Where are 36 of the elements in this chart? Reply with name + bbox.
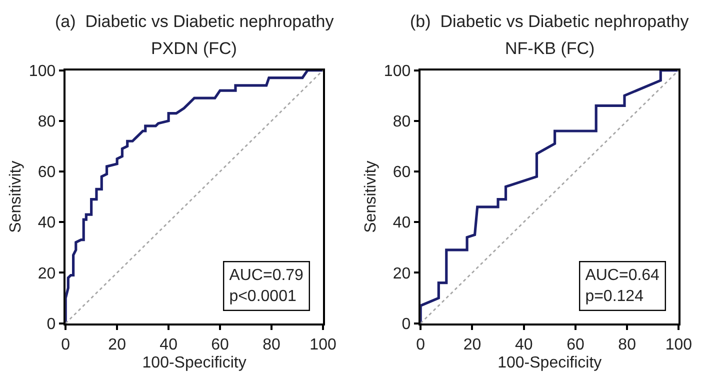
y-tick-label: 20 (392, 265, 411, 282)
y-tick-label: 0 (402, 316, 411, 333)
chart-title: (b) Diabetic vs Diabetic nephropathy (410, 12, 690, 31)
chart-title: (a) Diabetic vs Diabetic nephropathy (55, 12, 334, 31)
annotation: p<0.0001 (229, 288, 296, 305)
x-tick-label: 80 (262, 336, 281, 354)
y-tick-label: 40 (392, 214, 411, 232)
x-tick-label: 100 (310, 336, 336, 354)
y-tick-label: 60 (38, 164, 56, 182)
y-tick-label: 20 (38, 265, 56, 282)
x-tick-label: 40 (514, 336, 533, 354)
x-tick-label: 80 (618, 336, 636, 354)
chart-subtitle: NF-KB (FC) (505, 39, 595, 58)
y-axis-title: Sensitivity (362, 160, 380, 233)
chart-subtitle: PXDN (FC) (151, 39, 237, 58)
x-tick-label: 60 (211, 336, 230, 354)
x-tick-label: 100 (665, 336, 692, 354)
x-tick-label: 0 (61, 336, 70, 354)
x-tick-label: 0 (416, 336, 426, 354)
x-axis-title: 100-Specificity (498, 354, 602, 372)
annotation: AUC=0.79 (229, 267, 304, 284)
x-tick-label: 20 (463, 336, 482, 354)
y-tick-label: 100 (384, 62, 411, 80)
y-tick-label: 80 (38, 113, 56, 130)
x-tick-label: 60 (566, 336, 584, 354)
y-tick-label: 0 (46, 316, 56, 333)
y-tick-label: 100 (28, 62, 56, 80)
annotation: p=0.124 (585, 288, 644, 305)
y-tick-label: 60 (392, 164, 411, 182)
x-tick-label: 40 (160, 336, 178, 354)
y-tick-label: 40 (38, 214, 56, 232)
y-axis-title: Sensitivity (7, 160, 24, 233)
annotation: AUC=0.64 (585, 267, 660, 284)
x-axis-title: 100-Specificity (142, 354, 246, 372)
x-tick-label: 20 (108, 336, 126, 354)
y-tick-label: 80 (392, 113, 411, 130)
